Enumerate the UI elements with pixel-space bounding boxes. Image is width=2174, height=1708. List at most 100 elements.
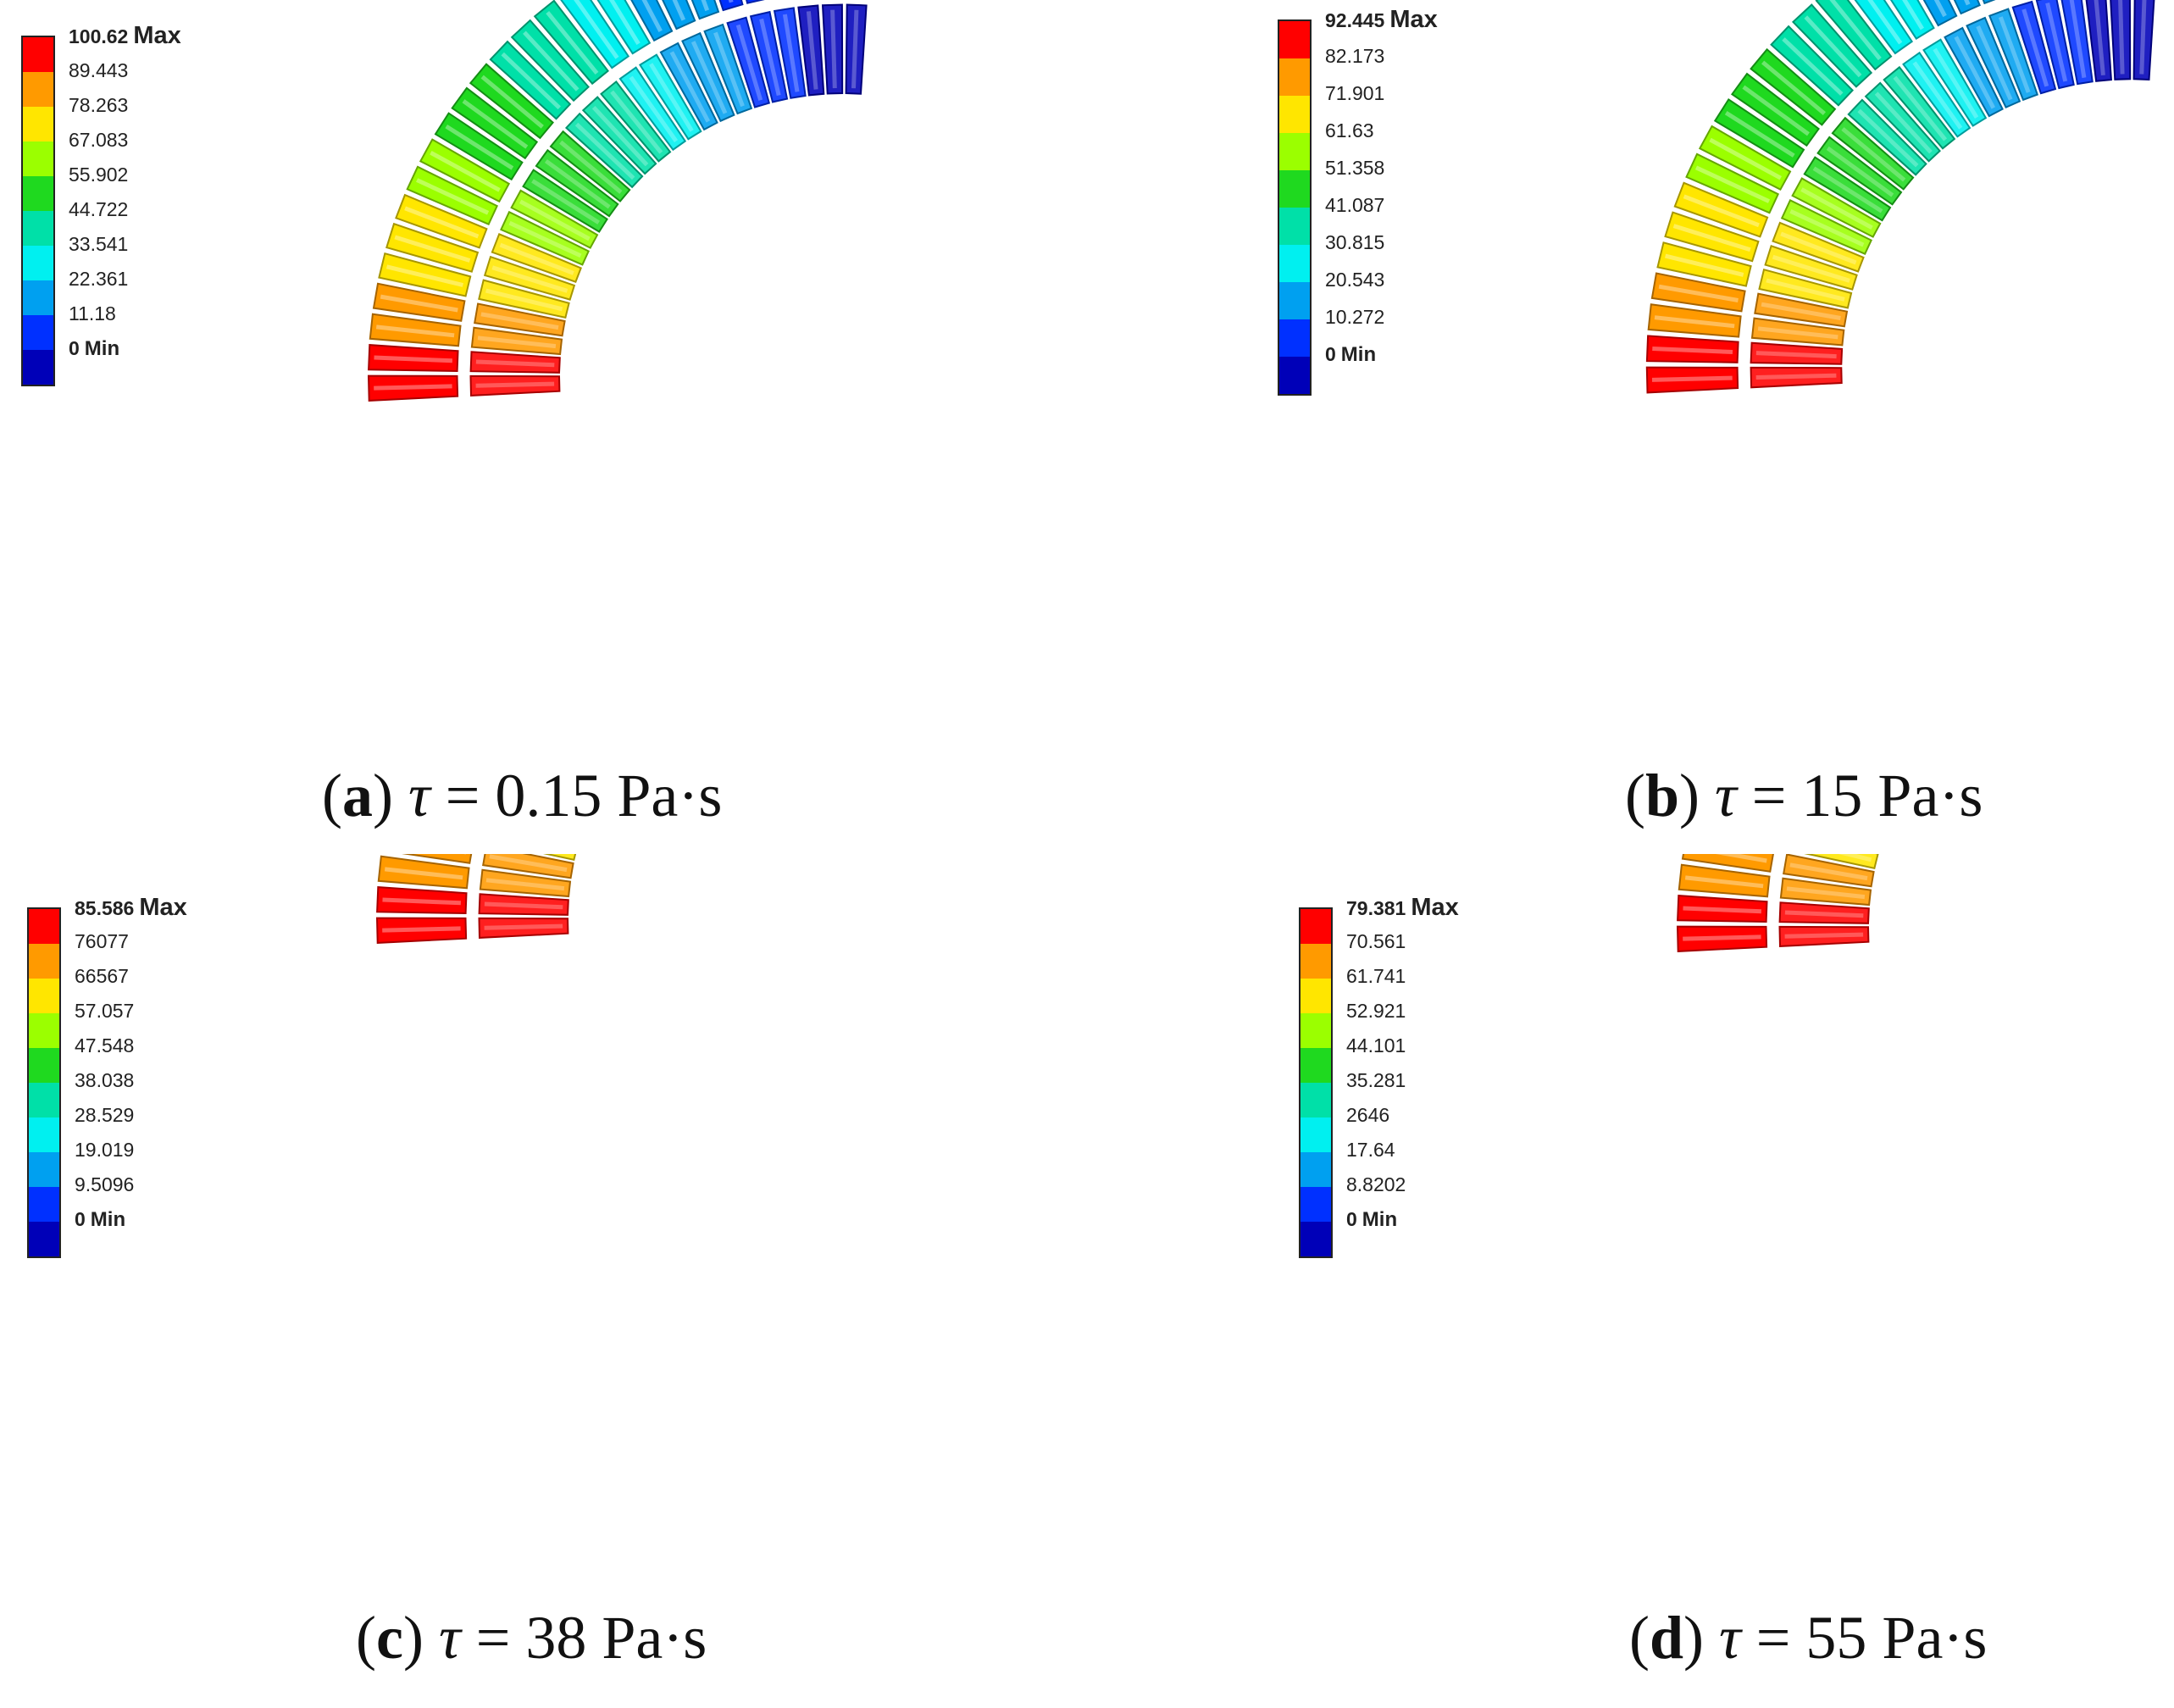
- actuator-segment: [402, 854, 473, 864]
- segment-rib: [2021, 8, 2049, 87]
- legend-swatch: [29, 1222, 59, 1256]
- segment-rib: [1998, 16, 2031, 93]
- segment-rib: [508, 220, 582, 258]
- segment-rib: [591, 106, 649, 167]
- segment-rib: [1683, 934, 1761, 941]
- segment-rib: [416, 178, 490, 215]
- segment-rib: [1715, 854, 1767, 863]
- segment-rib: [485, 878, 565, 891]
- actuator-segment: [1953, 0, 1981, 15]
- deformation-model-a: [367, 0, 868, 402]
- segment-rib: [1838, 854, 1872, 862]
- actuator-segment: [718, 0, 744, 12]
- segment-rib: [2045, 3, 2068, 82]
- legend-swatch: [29, 944, 59, 979]
- segment-rib: [462, 99, 529, 149]
- segment-rib: [1742, 85, 1810, 136]
- legend-min-label: 0 Min: [75, 1208, 126, 1231]
- segment-rib: [1784, 932, 1864, 939]
- segment-rib: [1665, 253, 1744, 277]
- segment-rib: [1841, 127, 1906, 182]
- legend-level-label: 51.358: [1325, 157, 1385, 179]
- segment-rib: [491, 265, 568, 293]
- segment-rib: [484, 901, 563, 910]
- segment-rib: [1683, 194, 1760, 228]
- segment-rib: [1786, 886, 1866, 900]
- legend-swatch: [1301, 1117, 1331, 1152]
- segment-rib: [475, 381, 555, 388]
- legend-swatch: [29, 1013, 59, 1048]
- segment-rib: [546, 11, 599, 75]
- legend-swatch: [23, 107, 53, 141]
- segment-rib: [1867, 0, 1903, 45]
- legend-max-label: 79.381 Max: [1346, 894, 1459, 921]
- segment-rib: [1874, 92, 1933, 154]
- segment-rib: [404, 206, 480, 239]
- legend-swatch: [23, 211, 53, 246]
- legend-swatch: [1301, 909, 1331, 944]
- segment-rib: [499, 242, 574, 275]
- legend-swatch: [23, 176, 53, 211]
- segment-rib: [477, 336, 557, 349]
- legend-swatch: [1301, 979, 1331, 1013]
- legend-level-label: 57.057: [75, 1000, 135, 1022]
- segment-rib: [1761, 302, 1841, 320]
- legend-level-label: 61.741: [1346, 965, 1406, 987]
- segment-rib: [574, 0, 619, 59]
- legend-level-label: 22.361: [69, 268, 129, 290]
- segment-rib: [1652, 347, 1733, 354]
- segment-rib: [484, 923, 563, 930]
- legend-swatch: [1279, 282, 1310, 319]
- segment-rib: [374, 355, 453, 363]
- segment-rib: [1976, 25, 2013, 101]
- legend-level-label: 17.64: [1346, 1139, 1395, 1161]
- legend-level-label: 19.019: [75, 1139, 135, 1161]
- panel-caption-c: (c) τ = 38 Pa·s: [356, 1604, 707, 1672]
- legend-max-label: 85.586 Max: [75, 894, 187, 921]
- legend-bar-a: [21, 36, 55, 386]
- segment-rib: [1772, 254, 1850, 283]
- segment-rib: [385, 264, 463, 287]
- segment-rib: [806, 11, 818, 90]
- segment-rib: [382, 926, 461, 933]
- panel-caption-a: (a) τ = 0.15 Pa·s: [322, 762, 723, 829]
- segment-rib: [445, 124, 514, 170]
- segment-rib: [2069, 0, 2087, 79]
- legend-level-label: 44.101: [1346, 1034, 1406, 1056]
- legend-swatch: [1279, 208, 1310, 245]
- legend-swatch: [1279, 245, 1310, 282]
- panel-caption-d: (d) τ = 55 Pa·s: [1629, 1604, 1988, 1672]
- segment-rib: [523, 30, 580, 92]
- segment-rib: [1800, 187, 1873, 230]
- legend-bar-b: [1278, 19, 1312, 396]
- legend-swatch: [29, 1187, 59, 1222]
- legend-swatch: [1301, 1187, 1331, 1222]
- segment-rib: [375, 324, 455, 338]
- legend-swatch: [1279, 357, 1310, 394]
- deformation-model-c: [375, 854, 577, 944]
- segment-rib: [669, 51, 711, 123]
- legend-level-label: 70.561: [1346, 930, 1406, 952]
- legend-level-label: 9.5096: [75, 1173, 135, 1195]
- deformation-model-d: [1676, 854, 1879, 952]
- segment-rib: [1954, 36, 1996, 109]
- legend-swatch: [23, 246, 53, 280]
- segment-rib: [1654, 315, 1735, 329]
- segment-rib: [480, 312, 559, 330]
- segment-rib: [1789, 862, 1868, 881]
- legend-level-label: 41.087: [1325, 194, 1385, 216]
- segment-rib: [501, 52, 562, 110]
- segment-rib: [480, 75, 544, 129]
- legend-min-label: 0 Min: [69, 337, 120, 360]
- panel-d: 79.381 Max 70.561 61.741 52.921 44.101 35…: [1087, 854, 2174, 1708]
- legend-swatch: [29, 979, 59, 1013]
- segment-rib: [1933, 47, 1979, 119]
- legend-swatch: [23, 280, 53, 315]
- segment-rib: [2139, 0, 2147, 75]
- segment-rib: [1757, 326, 1838, 340]
- legend-level-label: 33.541: [69, 233, 129, 255]
- segment-rib: [519, 199, 591, 241]
- legend-swatch: [1279, 96, 1310, 133]
- legend-level-label: 30.815: [1325, 231, 1385, 253]
- legend-level-label: 47.548: [75, 1034, 135, 1056]
